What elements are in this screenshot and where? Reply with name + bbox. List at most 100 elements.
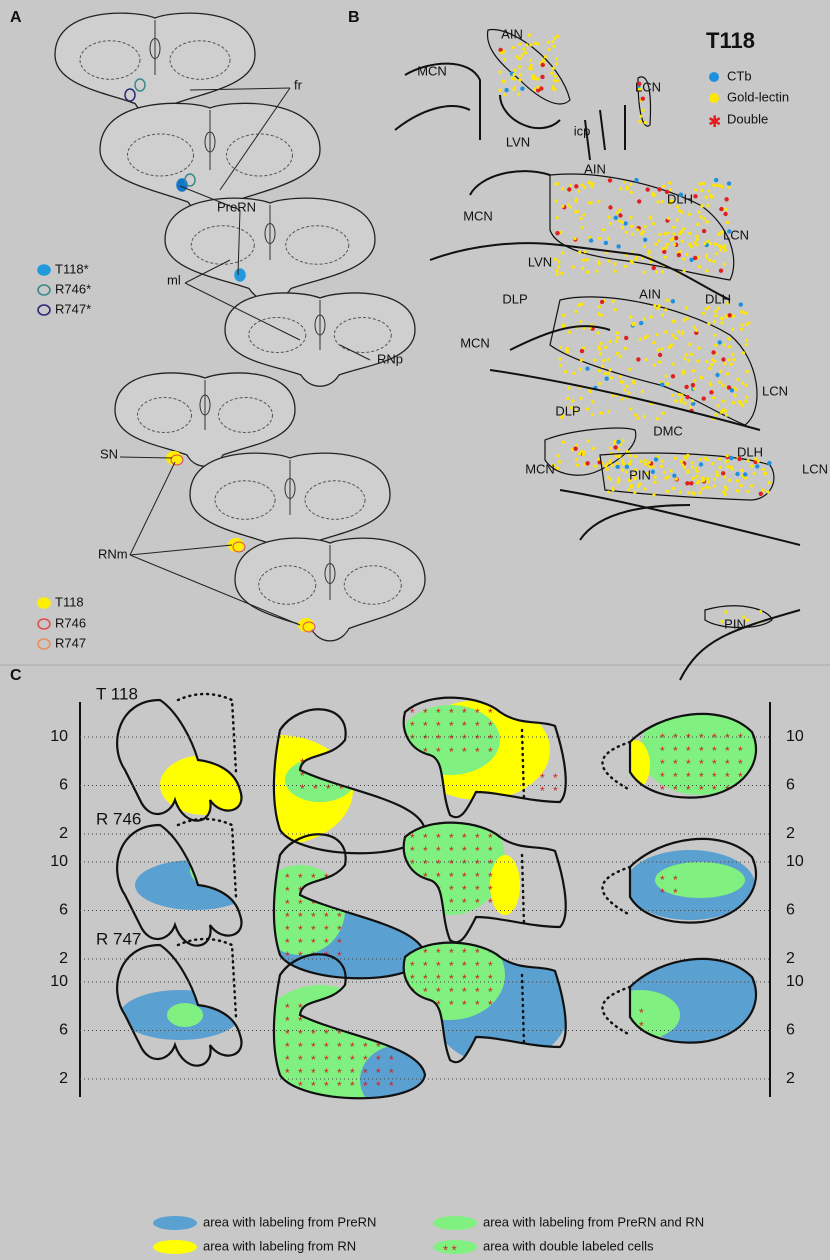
- star: *: [363, 1053, 368, 1067]
- labeled-cell: [627, 391, 630, 394]
- labeled-cell: [638, 482, 641, 485]
- labeled-cell: [643, 459, 646, 462]
- labeled-cell: [661, 200, 664, 203]
- star: *: [673, 886, 678, 900]
- star: *: [285, 910, 290, 924]
- region-label: DLH: [705, 291, 731, 306]
- labeled-cell: [535, 77, 538, 80]
- tick-label: 10: [50, 853, 68, 870]
- structure-label: fr: [294, 77, 303, 92]
- star: *: [436, 732, 441, 746]
- labeled-cell: [693, 256, 697, 260]
- labeled-cell: [607, 260, 610, 263]
- labeled-cell: [698, 491, 701, 494]
- labeled-cell: [702, 396, 706, 400]
- star: *: [285, 897, 290, 911]
- labeled-cell: [559, 357, 562, 360]
- star: *: [410, 972, 415, 986]
- labeled-cell: [554, 258, 557, 261]
- star: *: [725, 757, 730, 771]
- labeled-cell: [541, 63, 545, 67]
- region-fill: [490, 855, 520, 915]
- labeled-cell: [705, 360, 708, 363]
- labeled-cell: [613, 262, 616, 265]
- labeled-cell: [755, 464, 759, 468]
- labeled-cell: [644, 463, 647, 466]
- tick-label: 10: [50, 728, 68, 745]
- star: *: [712, 757, 717, 771]
- labeled-cell: [519, 73, 522, 76]
- labeled-cell: [636, 417, 639, 420]
- labeled-cell: [581, 267, 584, 270]
- labeled-cell: [599, 352, 602, 355]
- labeled-cell: [684, 402, 687, 405]
- labeled-cell: [627, 488, 630, 491]
- star: *: [350, 1066, 355, 1080]
- labeled-cell: [547, 41, 550, 44]
- labeled-cell: [759, 492, 763, 496]
- labeled-cell: [633, 491, 636, 494]
- labeled-cell: [573, 237, 576, 240]
- labeled-cell: [590, 185, 593, 188]
- tick-label: 2: [786, 825, 795, 842]
- labeled-cell: [696, 470, 699, 473]
- star: *: [449, 870, 454, 884]
- labeled-cell: [705, 256, 708, 259]
- labeled-cell: [685, 306, 688, 309]
- region-label: MCN: [525, 461, 555, 476]
- labeled-cell: [616, 336, 619, 339]
- star: *: [660, 757, 665, 771]
- labeled-cell: [575, 458, 578, 461]
- region-label: MCN: [417, 63, 447, 78]
- labeled-cell: [746, 459, 749, 462]
- star: *: [436, 745, 441, 759]
- star: *: [311, 923, 316, 937]
- labeled-cell: [643, 317, 646, 320]
- labeled-cell: [718, 340, 722, 344]
- labeled-cell: [672, 487, 675, 490]
- labeled-cell: [601, 365, 604, 368]
- labeled-cell: [692, 477, 695, 480]
- labeled-cell: [701, 479, 704, 482]
- star: *: [337, 1053, 342, 1067]
- labeled-cell: [709, 242, 712, 245]
- labeled-cell: [669, 469, 672, 472]
- star: *: [462, 998, 467, 1012]
- figure: ABCfrPreRNmlRNpSNRNmT118*R746*R747*T118R…: [0, 0, 830, 1260]
- labeled-cell: [598, 305, 601, 308]
- labeled-cell: [634, 178, 638, 182]
- labeled-cell: [650, 315, 653, 318]
- tick-label: 10: [786, 853, 804, 870]
- labeled-cell: [647, 252, 650, 255]
- star: *: [475, 831, 480, 845]
- labeled-cell: [706, 269, 709, 272]
- labeled-cell: [723, 362, 726, 365]
- star: *: [376, 1066, 381, 1080]
- labeled-cell: [639, 115, 642, 118]
- legend-swatch-stars: * *: [443, 1242, 457, 1257]
- labeled-cell: [503, 93, 506, 96]
- star: *: [488, 972, 493, 986]
- labeled-cell: [707, 486, 710, 489]
- labeled-cell: [702, 182, 705, 185]
- labeled-cell: [580, 349, 584, 353]
- labeled-cell: [607, 491, 610, 494]
- star: *: [285, 1053, 290, 1067]
- labeled-cell: [714, 243, 717, 246]
- legend-swatch: [433, 1216, 477, 1230]
- labeled-cell: [691, 383, 695, 387]
- labeled-cell: [666, 490, 669, 493]
- labeled-cell: [602, 359, 605, 362]
- labeled-cell: [671, 299, 675, 303]
- labeled-cell: [668, 181, 671, 184]
- labeled-cell: [585, 367, 589, 371]
- labeled-cell: [735, 388, 738, 391]
- labeled-cell: [700, 376, 703, 379]
- star: *: [475, 732, 480, 746]
- labeled-cell: [653, 364, 656, 367]
- labeled-cell: [630, 191, 633, 194]
- labeled-cell: [697, 256, 700, 259]
- labeled-cell: [715, 373, 719, 377]
- labeled-cell: [620, 380, 623, 383]
- labeled-cell: [559, 364, 562, 367]
